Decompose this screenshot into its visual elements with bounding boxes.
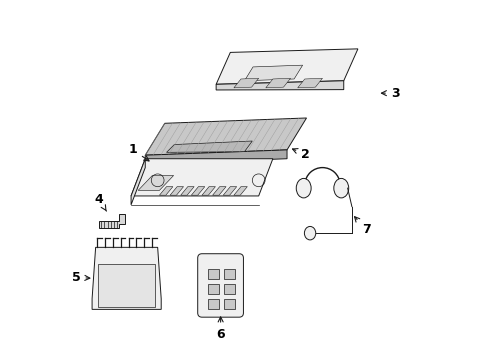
Text: 5: 5 <box>72 271 90 284</box>
Text: 7: 7 <box>354 217 370 236</box>
Ellipse shape <box>333 179 348 198</box>
Text: 1: 1 <box>128 143 149 161</box>
Polygon shape <box>265 78 290 88</box>
Text: 3: 3 <box>381 87 399 100</box>
Polygon shape <box>202 186 215 195</box>
Polygon shape <box>92 247 161 309</box>
Polygon shape <box>191 186 204 195</box>
Polygon shape <box>131 159 272 196</box>
Bar <box>207 269 219 279</box>
Polygon shape <box>297 78 322 88</box>
Ellipse shape <box>304 226 315 240</box>
Polygon shape <box>216 81 343 90</box>
Polygon shape <box>145 150 286 164</box>
Polygon shape <box>233 78 258 88</box>
Text: 6: 6 <box>216 317 224 341</box>
Polygon shape <box>170 186 183 195</box>
Polygon shape <box>159 186 173 195</box>
Bar <box>224 284 235 294</box>
Ellipse shape <box>296 179 310 198</box>
Bar <box>207 284 219 294</box>
Polygon shape <box>99 214 124 228</box>
Polygon shape <box>216 49 357 84</box>
Polygon shape <box>181 186 194 195</box>
Text: 2: 2 <box>292 148 309 161</box>
Bar <box>224 269 235 279</box>
Text: 4: 4 <box>95 193 106 211</box>
Polygon shape <box>212 186 225 195</box>
Polygon shape <box>138 175 173 190</box>
Polygon shape <box>166 141 252 152</box>
FancyBboxPatch shape <box>197 254 243 317</box>
Bar <box>98 264 155 306</box>
Polygon shape <box>223 186 236 195</box>
Polygon shape <box>233 186 247 195</box>
Polygon shape <box>145 118 306 155</box>
Bar <box>207 299 219 309</box>
Polygon shape <box>244 65 302 81</box>
Bar <box>224 299 235 309</box>
Polygon shape <box>131 159 145 205</box>
